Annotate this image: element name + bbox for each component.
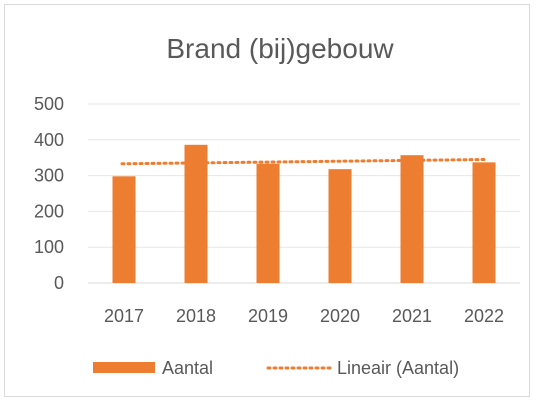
bar <box>400 155 424 283</box>
x-tick-label: 2021 <box>392 306 432 326</box>
gridlines <box>88 103 520 284</box>
x-tick-label: 2022 <box>464 306 504 326</box>
y-tick-label: 500 <box>34 94 64 114</box>
chart-title: Brand (bij)gebouw <box>166 33 394 64</box>
trendline <box>120 157 488 166</box>
bar <box>328 169 352 283</box>
trendline-path <box>120 157 488 166</box>
x-tick-label: 2020 <box>320 306 360 326</box>
bar <box>112 176 136 283</box>
legend-swatch-aantal <box>93 362 155 373</box>
x-tick-label: 2019 <box>248 306 288 326</box>
y-tick-label: 100 <box>34 237 64 257</box>
bars <box>112 144 496 283</box>
y-tick-label: 400 <box>34 130 64 150</box>
y-tick-label: 0 <box>54 273 64 293</box>
x-tick-label: 2017 <box>104 306 144 326</box>
y-tick-label: 200 <box>34 201 64 221</box>
bar <box>472 162 496 283</box>
legend-label-trendline: Lineair (Aantal) <box>337 358 459 378</box>
bar <box>256 163 280 283</box>
legend-label-aantal: Aantal <box>162 358 213 378</box>
x-axis-ticks: 2017 2018 2019 2020 2021 2022 <box>104 306 504 326</box>
y-tick-label: 300 <box>34 166 64 186</box>
bar <box>184 144 208 283</box>
y-axis-ticks: 0 100 200 300 400 500 <box>34 94 64 293</box>
x-tick-label: 2018 <box>176 306 216 326</box>
legend: Aantal Lineair (Aantal) <box>93 358 459 378</box>
